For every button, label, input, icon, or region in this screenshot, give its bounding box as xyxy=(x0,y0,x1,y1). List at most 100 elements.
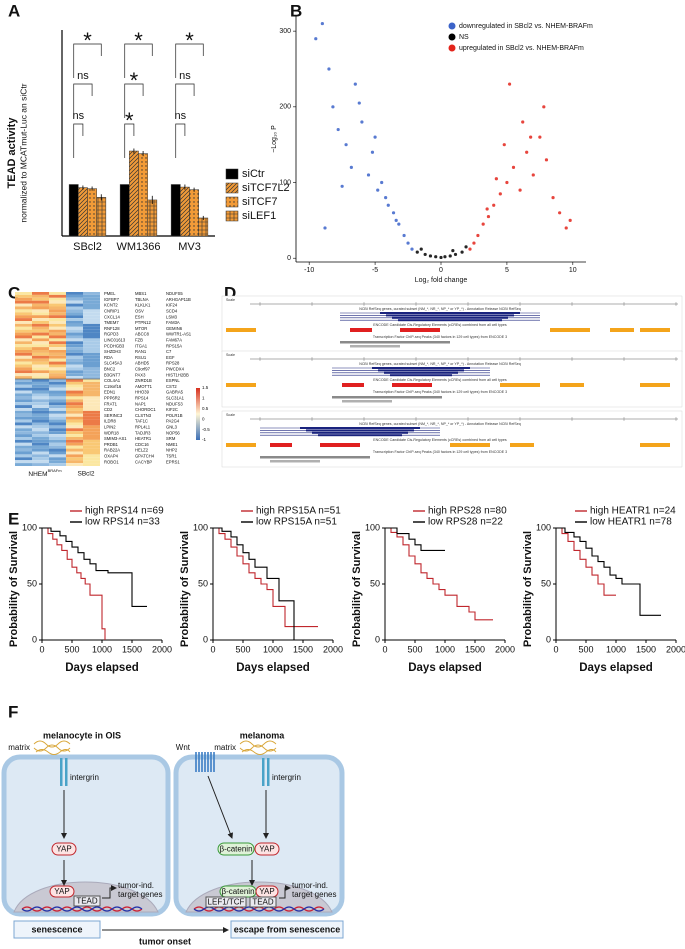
x-tick-label: 1000 xyxy=(435,644,455,654)
y-tick-label: 100 xyxy=(22,522,37,532)
browser-frame xyxy=(221,350,683,408)
heatmap-cell xyxy=(32,431,49,435)
x-tick-label: 0 xyxy=(210,644,215,654)
x-tick-label: 1000 xyxy=(263,644,283,654)
survival-curve xyxy=(385,527,445,551)
browser-track-title: Transcription Factor ChIP-seq Peaks (340… xyxy=(373,390,507,394)
gene-label: NDUFS5 xyxy=(166,291,183,296)
protein-label: YAP xyxy=(259,845,274,854)
point xyxy=(380,180,384,185)
x-tick-label: SBcl2 xyxy=(73,241,102,253)
point xyxy=(360,120,364,124)
gene-label: SLC45A3 xyxy=(104,361,123,366)
heatmap-cell xyxy=(15,338,32,342)
heatmap-cell xyxy=(49,442,66,446)
browser-track-title: ENCODE Candidate Cis-Regulatory Elements… xyxy=(373,323,507,327)
heatmap-cell xyxy=(83,428,100,432)
significance-label: * xyxy=(130,68,139,93)
heatmap-cell xyxy=(66,408,83,411)
heatmap-cell xyxy=(66,425,83,429)
heatmap-cell xyxy=(32,448,49,452)
heatmap-cell xyxy=(66,355,83,359)
gene-label: GABRA5 xyxy=(166,390,184,395)
gene-label: RPS15A xyxy=(166,343,182,348)
ccre-element xyxy=(510,443,534,447)
heatmap-cell xyxy=(66,332,83,336)
point xyxy=(340,184,344,188)
heatmap-cell xyxy=(49,350,66,353)
heatmap-cell xyxy=(49,381,66,385)
heatmap-cell xyxy=(32,321,49,324)
x-tick-label: -5 xyxy=(372,267,378,274)
survival-curve xyxy=(385,527,493,621)
protein-label: β-catenin xyxy=(219,845,252,854)
heatmap-cell xyxy=(66,335,83,339)
heatmap-cell xyxy=(49,451,66,455)
heatmap-cell xyxy=(32,329,49,333)
heatmap-cell xyxy=(32,338,49,342)
heatmap-cell xyxy=(83,393,100,397)
heatmap-cell xyxy=(66,370,83,374)
x-tick-label: 500 xyxy=(64,644,79,654)
gene-label: ZNRD1B xyxy=(135,378,152,383)
heatmap-cell xyxy=(66,448,83,452)
heatmap-cell xyxy=(66,338,83,342)
gene-label: NHP2 xyxy=(166,448,178,453)
gene-label: WDR18 xyxy=(104,430,119,435)
heatmap-cell xyxy=(32,405,49,408)
heatmap-cell xyxy=(49,294,66,298)
heatmap-cell xyxy=(15,463,32,466)
point xyxy=(498,192,502,196)
gene-label: RPS28 xyxy=(166,361,180,366)
heatmap-cell xyxy=(32,367,49,371)
heatmap-cell xyxy=(49,292,66,295)
legend-label: low RPS28 n=22 xyxy=(428,517,503,528)
heatmap-cell xyxy=(49,434,66,437)
heatmap-cell xyxy=(66,292,83,295)
heatmap-cell xyxy=(32,332,49,336)
y-tick-label: 0 xyxy=(546,634,551,644)
heatmap-cell xyxy=(66,312,83,316)
heatmap-cell xyxy=(66,405,83,408)
point xyxy=(564,226,568,230)
gene-label: RPL4L1 xyxy=(135,425,151,430)
significance-bracket xyxy=(73,83,93,118)
point xyxy=(370,150,375,154)
tf-label: LEF1/TCF xyxy=(208,898,245,907)
heatmap-cell xyxy=(32,297,49,301)
heatmap-cell xyxy=(66,413,83,417)
heatmap-cell xyxy=(83,408,100,411)
heatmap-cell xyxy=(83,379,100,382)
heatmap-cell xyxy=(15,408,32,411)
y-tick-label: 0 xyxy=(203,634,208,644)
heatmap-cell xyxy=(49,352,66,356)
tf-peak xyxy=(342,400,392,403)
diagram: melanocyte in OIS melanoma matrix matrix… xyxy=(1,730,345,946)
heatmap-cell xyxy=(66,361,83,365)
heatmap-cell xyxy=(66,341,83,345)
heatmap-cell xyxy=(32,373,49,377)
gene-label: TMEM7 xyxy=(104,320,119,325)
heatmap-cell xyxy=(15,341,32,345)
point xyxy=(494,177,498,181)
heatmap-cell xyxy=(32,460,49,464)
significance-bracket xyxy=(175,43,204,78)
legend-label: siLEF1 xyxy=(242,210,276,222)
dna xyxy=(193,906,325,912)
heatmap-cell xyxy=(83,358,100,362)
heatmap-cell xyxy=(49,393,66,397)
heatmap-cell xyxy=(66,364,83,368)
colorbar-label: 0 xyxy=(202,416,205,421)
heatmap-cell xyxy=(32,463,49,466)
heatmap-cell xyxy=(15,457,32,461)
protein-label: β-catenin xyxy=(221,887,254,896)
heatmap-cell xyxy=(83,364,100,368)
point xyxy=(538,135,542,139)
heatmap-cell xyxy=(66,442,83,446)
heatmap-cell xyxy=(15,370,32,374)
gene-label: B3GNT7 xyxy=(104,372,121,377)
integrin-receptor xyxy=(65,758,68,786)
tf-peak xyxy=(332,396,442,399)
arrow xyxy=(207,775,233,839)
legend-label: low HEATR1 n=78 xyxy=(590,517,672,528)
